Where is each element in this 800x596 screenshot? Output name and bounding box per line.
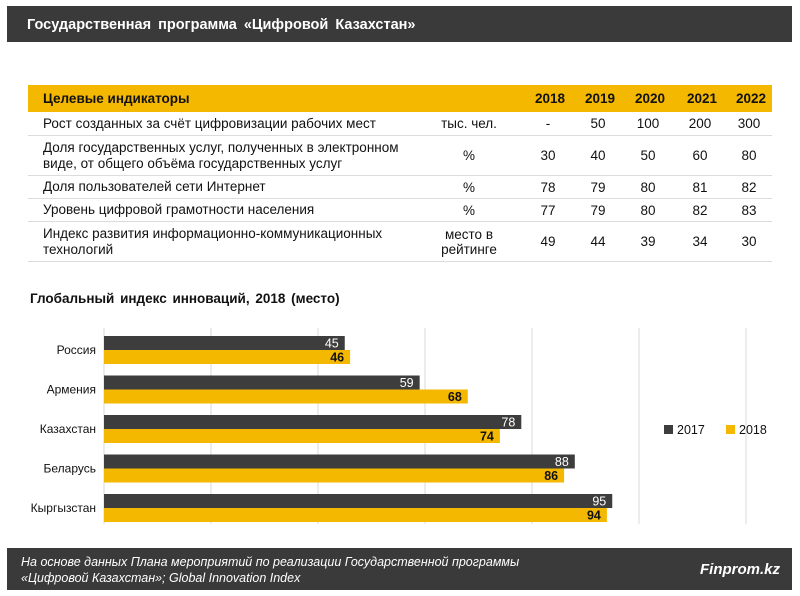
category-label: Армения (47, 383, 96, 397)
indicator-value: 40 (590, 148, 606, 163)
category-label: Казахстан (40, 422, 96, 436)
data-label: 86 (544, 469, 558, 483)
table-header-label: Целевые индикаторы (43, 90, 190, 106)
table-row: Доля пользователей сети Интернет % 78 79… (28, 176, 772, 199)
indicator-unit: % (462, 202, 475, 218)
indicator-value: 39 (640, 234, 656, 249)
table-header-row: Целевые индикаторы 2018 2019 2020 2021 2… (28, 85, 772, 112)
table-row: Доля государственных услуг, полученных в… (28, 136, 772, 176)
legend-label: 2018 (739, 423, 767, 437)
category-label: Россия (57, 343, 96, 357)
indicator-value: 82 (692, 202, 708, 218)
indicator-name: Доля пользователей сети Интернет (43, 179, 266, 194)
indicator-value: 30 (540, 148, 556, 163)
category-label: Кыргызстан (31, 501, 96, 515)
category-label: Беларусь (44, 462, 96, 476)
table-row: Индекс развития информационно-коммуникац… (28, 222, 772, 262)
indicator-value: 80 (640, 202, 656, 218)
table-header-year: 2020 (634, 91, 666, 106)
table-header-year: 2018 (534, 91, 566, 106)
indicator-value: 34 (692, 234, 708, 249)
bar-2018 (104, 350, 351, 364)
indicator-value: 44 (590, 234, 606, 249)
data-label: 74 (480, 430, 494, 444)
indicator-value: - (545, 116, 551, 131)
indicator-value: 81 (692, 179, 708, 195)
indicator-value: 49 (540, 234, 556, 249)
bar-2017 (104, 494, 613, 508)
bar-2018 (104, 389, 468, 404)
indicator-value: 60 (692, 148, 708, 163)
indicator-value: 50 (590, 116, 606, 131)
table-header-year: 2021 (686, 91, 718, 106)
indicator-value: 50 (640, 148, 656, 163)
legend-label: 2017 (677, 423, 705, 437)
indicator-unit: % (462, 148, 475, 163)
source-note-line: На основе данных Плана мероприятий по ре… (21, 555, 520, 569)
table-header-year: 2022 (735, 91, 767, 106)
indicator-value: 82 (741, 179, 757, 195)
table-row: Рост созданных за счёт цифровизации рабо… (28, 112, 772, 136)
indicator-value: 30 (741, 234, 757, 249)
data-label: 94 (587, 509, 601, 523)
indicator-name: Рост созданных за счёт цифровизации рабо… (43, 115, 376, 131)
indicator-value: 80 (741, 148, 757, 163)
data-label: 59 (400, 376, 414, 390)
indicator-value: 80 (640, 179, 656, 195)
bar-2017 (104, 415, 522, 429)
indicator-unit: % (462, 179, 475, 195)
indicator-value: 79 (590, 179, 606, 195)
bar-2017 (104, 336, 345, 350)
table-header-year: 2019 (584, 91, 616, 106)
page-footer: На основе данных Плана мероприятий по ре… (7, 548, 792, 590)
bar-2017 (104, 375, 420, 390)
data-label: 88 (555, 455, 569, 469)
brand-logo-text: Finprom.kz (699, 561, 780, 578)
source-note-line: «Цифровой Казахстан»; Global Innovation … (21, 571, 301, 585)
bar-2017 (104, 454, 575, 469)
indicator-name: Доля государственных услуг, полученных в… (43, 139, 399, 171)
indicator-value: 83 (741, 202, 757, 218)
table-row: Уровень цифровой грамотности населения %… (28, 199, 772, 222)
indicator-name: Индекс развития информационно-коммуникац… (43, 225, 383, 257)
data-label: 78 (501, 416, 515, 430)
data-label: 45 (325, 337, 339, 351)
page-title: Государственная программа «Цифровой Каза… (27, 17, 416, 33)
source-note: На основе данных Плана мероприятий по ре… (21, 554, 621, 586)
indicator-name: Уровень цифровой грамотности населения (43, 202, 315, 217)
indicator-value: 79 (590, 202, 606, 218)
bar-2018 (104, 508, 607, 522)
indicator-unit: тыс. чел. (441, 116, 497, 131)
indicator-value: 78 (540, 179, 556, 195)
indicator-value: 300 (737, 116, 761, 131)
indicator-value: 77 (540, 202, 556, 218)
page-header: Государственная программа «Цифровой Каза… (7, 6, 792, 42)
indicators-table: Целевые индикаторы 2018 2019 2020 2021 2… (28, 85, 772, 262)
legend-swatch (664, 425, 673, 434)
data-label: 95 (592, 495, 606, 509)
data-label: 46 (330, 351, 344, 365)
data-label: 68 (448, 390, 462, 404)
indicator-value: 100 (636, 116, 660, 131)
chart-title: Глобальный индекс инноваций, 2018 (место… (30, 291, 340, 306)
legend-swatch (726, 425, 735, 434)
bar-2018 (104, 429, 500, 443)
indicator-unit: место в рейтинге (441, 226, 497, 257)
indicator-value: 200 (688, 116, 712, 131)
bar-2018 (104, 468, 565, 483)
